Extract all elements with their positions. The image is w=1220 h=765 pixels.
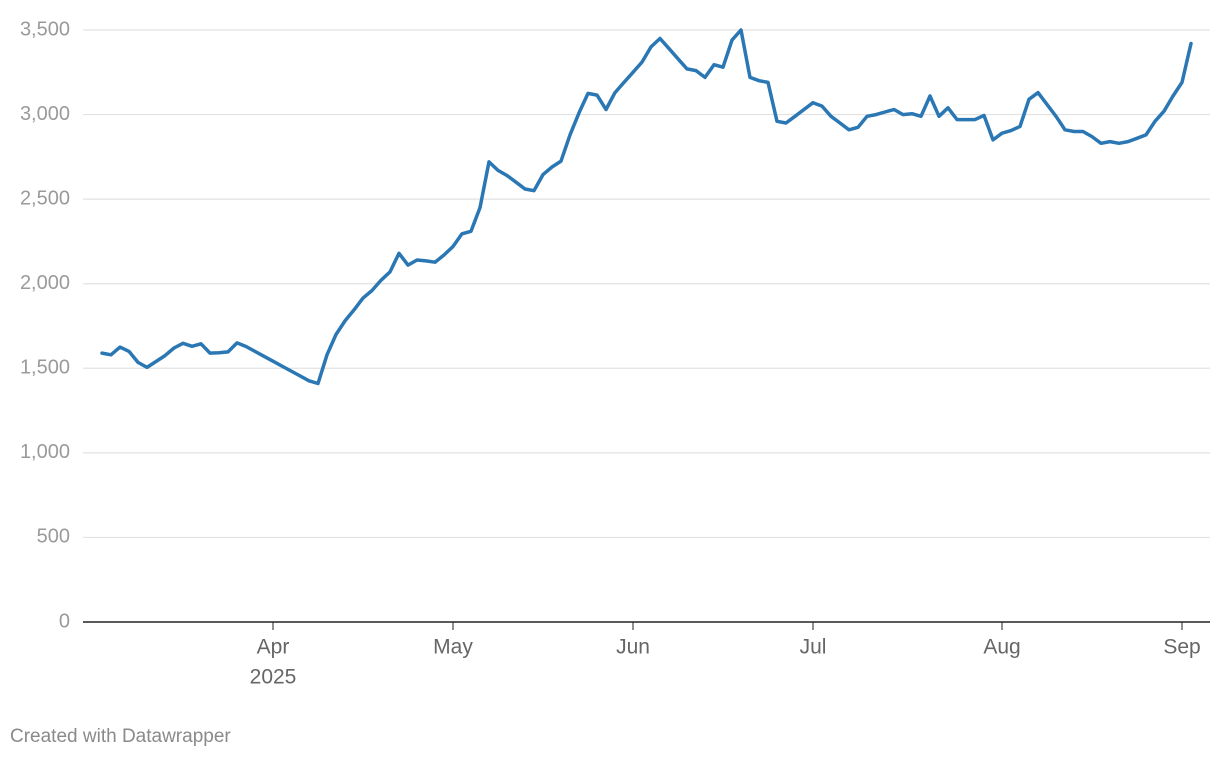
y-tick-label: 3,500	[20, 18, 70, 40]
line	[100, 28, 1193, 386]
x-tick-label: Sep	[1163, 636, 1200, 659]
y-tick-label: 1,000	[20, 441, 70, 463]
x-tick-label: Jun	[616, 636, 650, 659]
x-tick-label: May	[433, 636, 473, 659]
footer: Created with Datawrapper	[10, 726, 231, 747]
x-tick-label: Apr	[257, 636, 290, 659]
y-tick-label: 1,500	[20, 357, 70, 379]
y-tick-label: 2,500	[20, 187, 70, 209]
y-tick-label: 2,000	[20, 272, 70, 294]
y-tick-label: 500	[37, 526, 70, 548]
x-tick-label: Aug	[983, 636, 1020, 659]
x-year-label: 2025	[250, 666, 297, 689]
y-tick-label: 3,000	[20, 103, 70, 125]
y-tick-label: 0	[59, 610, 70, 632]
x-tick-label: Jul	[800, 636, 827, 659]
